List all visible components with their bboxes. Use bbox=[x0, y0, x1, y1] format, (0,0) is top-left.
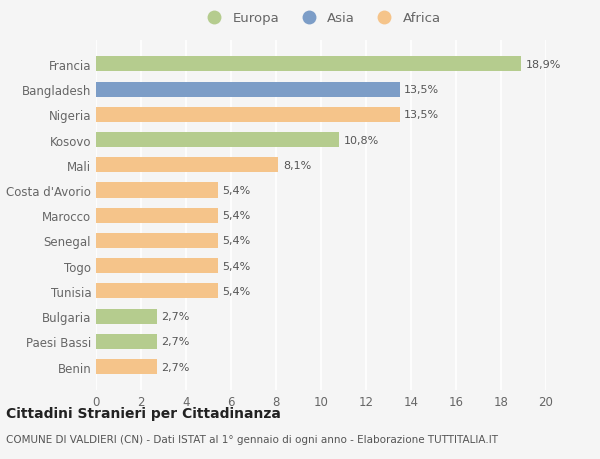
Bar bbox=[96, 82, 400, 97]
Text: 18,9%: 18,9% bbox=[526, 60, 561, 70]
Bar bbox=[96, 258, 218, 274]
Bar bbox=[96, 158, 278, 173]
Text: 5,4%: 5,4% bbox=[222, 185, 250, 196]
Bar bbox=[96, 208, 218, 223]
Bar bbox=[96, 57, 521, 72]
Bar bbox=[96, 107, 400, 123]
Bar bbox=[96, 309, 157, 324]
Text: 2,7%: 2,7% bbox=[161, 336, 190, 347]
Bar bbox=[96, 133, 339, 148]
Text: 10,8%: 10,8% bbox=[343, 135, 379, 145]
Text: 5,4%: 5,4% bbox=[222, 261, 250, 271]
Legend: Europa, Asia, Africa: Europa, Asia, Africa bbox=[199, 10, 443, 28]
Text: 5,4%: 5,4% bbox=[222, 211, 250, 221]
Text: 13,5%: 13,5% bbox=[404, 85, 439, 95]
Bar bbox=[96, 334, 157, 349]
Bar bbox=[96, 183, 218, 198]
Text: 2,7%: 2,7% bbox=[161, 311, 190, 321]
Text: 5,4%: 5,4% bbox=[222, 236, 250, 246]
Bar bbox=[96, 284, 218, 299]
Text: 8,1%: 8,1% bbox=[283, 160, 311, 170]
Text: 5,4%: 5,4% bbox=[222, 286, 250, 296]
Bar bbox=[96, 233, 218, 248]
Text: 2,7%: 2,7% bbox=[161, 362, 190, 372]
Bar bbox=[96, 359, 157, 374]
Text: COMUNE DI VALDIERI (CN) - Dati ISTAT al 1° gennaio di ogni anno - Elaborazione T: COMUNE DI VALDIERI (CN) - Dati ISTAT al … bbox=[6, 434, 498, 444]
Text: 13,5%: 13,5% bbox=[404, 110, 439, 120]
Text: Cittadini Stranieri per Cittadinanza: Cittadini Stranieri per Cittadinanza bbox=[6, 406, 281, 420]
